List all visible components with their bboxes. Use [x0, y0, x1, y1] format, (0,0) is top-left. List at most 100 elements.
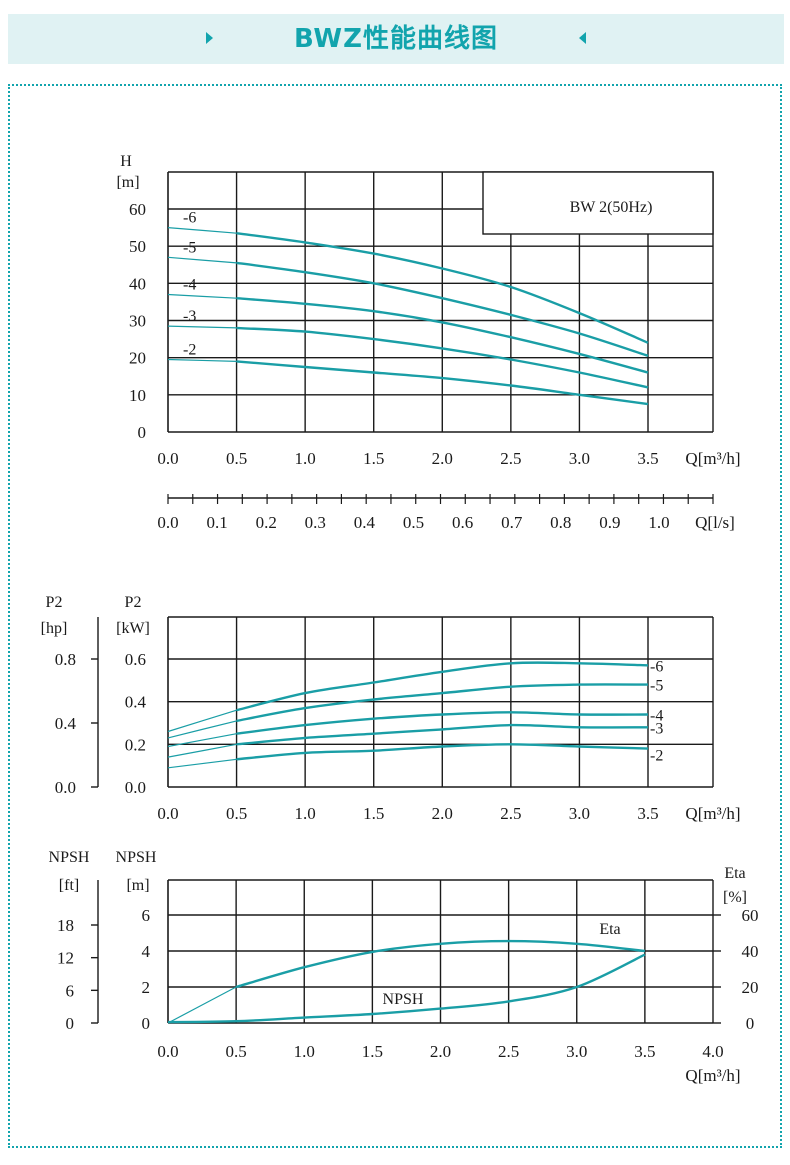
ls-tick-label: 0.8	[550, 513, 571, 532]
hp-tick-label: 0.0	[55, 778, 76, 797]
h-series--4	[236, 297, 649, 374]
p-series--2-start	[167, 758, 237, 769]
h-y-tick-label: 60	[129, 200, 146, 219]
arrow-right-icon	[206, 32, 213, 44]
h-series--6-start	[167, 227, 237, 234]
h-y-tick-label: 50	[129, 237, 146, 256]
ls-tick-label: 0.2	[256, 513, 277, 532]
p-x-tick-label: 2.5	[500, 804, 521, 823]
eta-tick-label: 0	[746, 1014, 755, 1033]
p-y-unit: [kW]	[116, 620, 150, 637]
h-x-tick-label: 3.5	[637, 449, 658, 468]
h-series--6	[236, 232, 649, 344]
p-series-label: -6	[650, 658, 663, 675]
ls-tick-label: 0.4	[354, 513, 376, 532]
h-series-label: -5	[183, 239, 196, 256]
p-x-tick-label: 0.5	[226, 804, 247, 823]
ls-x-label: Q[l/s]	[695, 513, 735, 532]
p-series-label: -2	[650, 748, 663, 765]
eta-y-label: Eta	[724, 865, 745, 882]
eta-tick-label: 40	[742, 942, 759, 961]
p-y-label: P2	[125, 594, 142, 611]
h-legend-text: BW 2(50Hz)	[570, 199, 653, 216]
ls-tick-label: 0.6	[452, 513, 473, 532]
ls-tick-label: 0.1	[206, 513, 227, 532]
n-x-tick-label: 2.5	[498, 1042, 519, 1061]
p-series-label: -5	[650, 678, 663, 695]
ft-tick-label: 18	[57, 916, 74, 935]
hp-tick-label: 0.8	[55, 650, 76, 669]
ft-tick-label: 12	[57, 949, 74, 968]
h-x-tick-label: 1.0	[295, 449, 316, 468]
ls-tick-label: 1.0	[648, 513, 669, 532]
h-series--4-start	[167, 293, 237, 299]
eta-series	[235, 939, 646, 989]
p-x-tick-label: 1.5	[363, 804, 384, 823]
p-y-tick-label: 0.6	[125, 650, 146, 669]
p-y-tick-label: 0.4	[125, 693, 147, 712]
h-y-tick-label: 20	[129, 349, 146, 368]
n-y-tick-label: 4	[142, 942, 151, 961]
h-x-tick-label: 0.5	[226, 449, 247, 468]
p-series-label: -3	[650, 720, 663, 737]
p-series--3-start	[167, 743, 237, 758]
n-x-tick-label: 0.0	[157, 1042, 178, 1061]
h-x-tick-label: 3.0	[569, 449, 590, 468]
h-y-tick-label: 30	[129, 312, 146, 331]
p-series--6-start	[167, 709, 237, 733]
ls-tick-label: 0.5	[403, 513, 424, 532]
h-series--2	[236, 360, 649, 406]
p-x-tick-label: 1.0	[295, 804, 316, 823]
ls-tick-label: 0.7	[501, 513, 523, 532]
ft-tick-label: 0	[66, 1014, 75, 1033]
p-series-label: -4	[650, 707, 663, 724]
n-y-unit: [m]	[126, 877, 149, 894]
eta-tick-label: 60	[742, 906, 759, 925]
npsh-series-label: NPSH	[383, 991, 424, 1008]
n-x-tick-label: 2.0	[430, 1042, 451, 1061]
hp-y-label: P2	[46, 594, 63, 611]
p-x-label: Q[m³/h]	[685, 804, 740, 823]
ls-tick-label: 0.9	[599, 513, 620, 532]
ft-tick-label: 6	[66, 981, 75, 1000]
p-series--2	[236, 743, 649, 761]
h-series--3-start	[167, 325, 237, 329]
n-x-tick-label: 1.5	[362, 1042, 383, 1061]
n-y-tick-label: 2	[142, 978, 151, 997]
p-y-tick-label: 0.0	[125, 778, 146, 797]
chart-frame	[8, 84, 782, 1148]
n-x-tick-label: 3.5	[634, 1042, 655, 1061]
p-y-tick-label: 0.2	[125, 735, 146, 754]
h-series-label: -4	[183, 276, 196, 293]
n-y-tick-label: 6	[142, 906, 151, 925]
hp-y-unit: [hp]	[41, 620, 68, 637]
n-x-tick-label: 1.0	[294, 1042, 315, 1061]
p-x-tick-label: 3.5	[637, 804, 658, 823]
h-series--2-start	[167, 358, 237, 362]
ft-y-unit: [ft]	[59, 877, 79, 894]
eta-tick-label: 20	[742, 978, 759, 997]
arrow-left-icon	[579, 32, 586, 44]
page-title: BWZ性能曲线图	[294, 24, 498, 54]
eta-y-unit: [%]	[723, 889, 747, 906]
h-series--3	[236, 326, 649, 389]
p-series--3	[236, 723, 649, 746]
hp-tick-label: 0.4	[55, 714, 77, 733]
p-series--4	[236, 711, 649, 735]
p-series--5	[236, 683, 649, 723]
n-y-label: NPSH	[116, 849, 157, 866]
p-series--6	[236, 661, 649, 712]
h-series--5	[236, 261, 649, 357]
eta-series-start	[167, 986, 237, 1024]
h-y-tick-label: 40	[129, 274, 146, 293]
h-series-label: -6	[183, 210, 196, 227]
eta-series-label: Eta	[599, 921, 620, 938]
h-x-tick-label: 1.5	[363, 449, 384, 468]
npsh-series	[167, 953, 646, 1024]
h-series-label: -3	[183, 308, 196, 325]
h-series-label: -2	[183, 342, 196, 359]
h-y-tick-label: 10	[129, 386, 146, 405]
p-x-tick-label: 0.0	[157, 804, 178, 823]
ls-tick-label: 0.0	[157, 513, 178, 532]
